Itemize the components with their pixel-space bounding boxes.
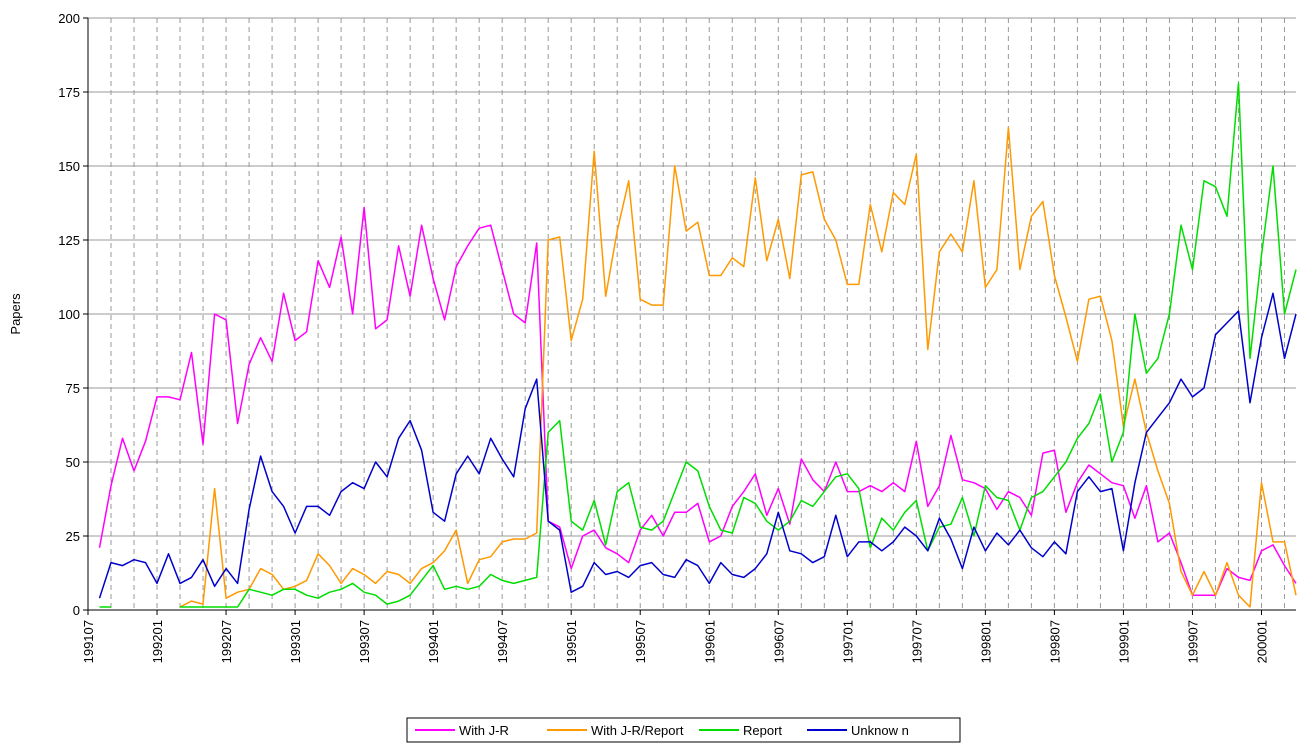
y-axis-label: Papers — [8, 293, 23, 335]
x-tick-label: 199501 — [564, 620, 579, 663]
x-tick-label: 199307 — [357, 620, 372, 663]
legend-label: With J-R — [459, 723, 509, 738]
x-tick-label: 199601 — [702, 620, 717, 663]
x-tick-label: 199901 — [1116, 620, 1131, 663]
series-line — [99, 82, 1297, 608]
series-line — [98, 292, 1297, 599]
y-tick-label: 175 — [58, 85, 80, 100]
series-line — [98, 206, 1297, 596]
x-tick-label: 199401 — [426, 620, 441, 663]
y-tick-label: 0 — [73, 603, 80, 618]
x-tick-label: 199107 — [81, 620, 96, 663]
legend-label: Report — [743, 723, 782, 738]
x-tick-label: 199407 — [495, 620, 510, 663]
legend-label: Unknow n — [851, 723, 909, 738]
x-tick-label: 199607 — [771, 620, 786, 663]
y-tick-label: 200 — [58, 11, 80, 26]
y-tick-label: 25 — [66, 529, 80, 544]
x-tick-label: 199201 — [150, 620, 165, 663]
x-tick-label: 199807 — [1047, 620, 1062, 663]
x-tick-label: 199701 — [840, 620, 855, 663]
series-line — [179, 126, 1297, 608]
y-tick-label: 50 — [66, 455, 80, 470]
x-tick-label: 200001 — [1254, 620, 1269, 663]
legend-box — [406, 717, 961, 743]
x-tick-label: 199301 — [288, 620, 303, 663]
x-tick-label: 199907 — [1185, 620, 1200, 663]
x-tick-label: 199801 — [978, 620, 993, 663]
y-tick-label: 100 — [58, 307, 80, 322]
y-tick-label: 75 — [66, 381, 80, 396]
y-tick-label: 125 — [58, 233, 80, 248]
x-tick-label: 199507 — [633, 620, 648, 663]
x-tick-label: 199707 — [909, 620, 924, 663]
legend-label: With J-R/Report — [591, 723, 684, 738]
y-tick-label: 150 — [58, 159, 80, 174]
x-tick-label: 199207 — [219, 620, 234, 663]
